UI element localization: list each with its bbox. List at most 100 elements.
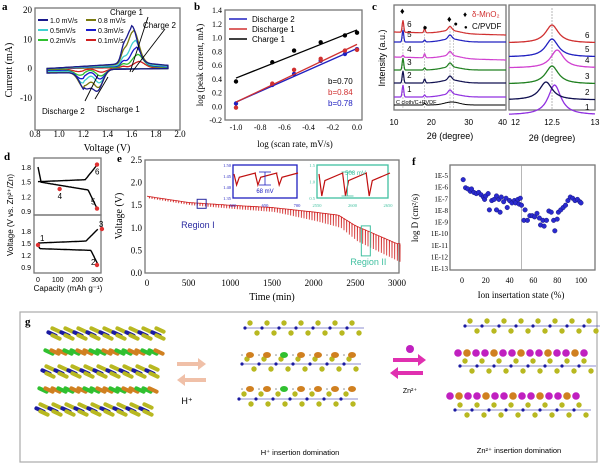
c-mno2-diamond-icon: ♦ [447,14,452,24]
g-proton [309,354,311,356]
g-interlayer-rod [121,348,133,356]
g-proton [326,354,328,356]
a-legend-label: 0.8 mV/s [98,18,126,25]
f-data-point [460,177,466,183]
f-data-point [494,207,500,213]
d-ytick: 0.9 [21,265,31,272]
a-annotation: Discharge 2 [42,107,85,116]
a-xtick: 1.2 [78,129,89,139]
c-legend-label: C/PVDF [472,22,501,31]
g-proton [275,388,277,390]
b-data-point [318,40,323,45]
e-xtick: 1000 [221,278,240,288]
b-xtick: -1.0 [230,123,243,132]
g-oxygen-rod [96,364,108,372]
b-ylabel: log (peak current, mA) [195,24,205,106]
a-ylabel: Current (mA) [4,43,15,98]
c-zoom-xtick: 12.5 [544,118,560,127]
g-interlayer-rod [89,386,101,394]
g-zn-label: Zn²⁺ [403,388,418,395]
g-middle-sheet-o-atom [251,366,257,372]
g-middle-sheet-mn-atom [325,362,329,366]
g-reverse-arrow [177,374,206,386]
b-slope-label: b=0.78 [328,99,353,108]
g-interlayer-rod [147,386,159,394]
g-interlayer-rod [121,386,133,394]
e-xtick: 0 [145,278,150,288]
g-interlayer-rod [56,386,68,394]
g-water-molecule [246,386,254,392]
c-pattern-label: 5 [407,30,412,39]
e-xlabel: Time (min) [249,292,294,303]
d-ytick: 1.2 [21,253,31,260]
e-region-box [196,198,207,209]
g-interlayer-rod [49,348,61,356]
g-proton [326,388,328,390]
g-water-molecule [314,386,322,392]
g-middle-sheet-mn-atom [277,326,281,330]
g-right-sheet-mn-atom [463,324,467,328]
f-ytick: 1E-13 [431,265,449,273]
g-zn-forward-arrow [393,354,426,366]
a-annotation-arrow [94,76,109,100]
d-state-point [94,162,100,167]
f-data-point [501,199,507,205]
g-middle-sheet-o-atom [292,391,298,397]
f-xtick: 40 [506,276,514,285]
g-right-sheet-mn-atom [555,408,559,412]
e-inset-ytick: 1.0 [309,180,315,185]
g-middle-sheet-mn-atom [260,326,264,330]
g-proton [241,388,243,390]
g-right-sheet-mn-atom [480,324,484,328]
g-oxygen-rod [50,333,62,341]
g-oxygen-rod [89,333,101,341]
g-interlayer-rod [134,386,146,394]
g-right-sheet-o-atom [588,368,594,374]
g-oxygen-rod [64,409,76,417]
g-oxygen-rod [77,402,89,410]
g-interlayer-rod [147,348,159,356]
b-xtick: -0.8 [254,123,267,132]
f-data-point [541,223,547,229]
g-middle-sheet-o-atom [322,330,328,336]
g-zn-layer-atom [446,392,454,400]
g-middle-sheet-o-atom [302,366,308,372]
g-middle-sheet-mn-atom [342,362,346,366]
e-inset-xtick: 2650 [384,203,394,208]
g-right-sheet-o-atom [581,358,587,364]
g-zn-layer-atom [473,392,481,400]
d-state-point [94,262,100,268]
b-data-point [354,47,360,53]
e-inset-frame [316,164,389,199]
g-right-sheet-o-atom [547,358,553,364]
g-middle-sheet-o-atom [349,320,355,326]
g-middle-sheet-o-atom [333,401,339,407]
g-oxygen-rod [129,402,141,410]
g-zn-layer-atom [509,392,517,400]
g-proton [258,354,260,356]
b-fit-line [235,43,358,103]
e-region-box [360,225,371,257]
g-water-molecule [314,352,322,358]
g-zn-layer-atom [517,349,525,357]
g-zn-layer-atom [545,392,553,400]
g-middle-sheet-o-atom [258,391,264,397]
g-right-sheet-o-atom [554,368,560,374]
c-xrd-pattern [394,50,506,61]
g-interlayer-rod [69,386,81,394]
d-state-label: 4 [58,192,63,201]
g-oxygen-rod [89,326,101,334]
g-middle-sheet-o-atom [299,401,305,407]
g-zn-layer-atom [580,349,588,357]
e-region-label: Region I [181,220,215,230]
b-xtick: -0.6 [278,123,291,132]
g-right-sheet-o-atom [508,402,514,408]
g-oxygen-rod [38,409,50,417]
d-discharge-curve [37,166,98,209]
g-middle-sheet-o-atom [315,320,321,326]
g-right-sheet-o-atom [535,318,541,324]
g-right-sheet-mn-atom [470,408,474,412]
g-middle-sheet-mn-atom [294,326,298,330]
e-inset-xtick: 2550 [313,203,323,208]
